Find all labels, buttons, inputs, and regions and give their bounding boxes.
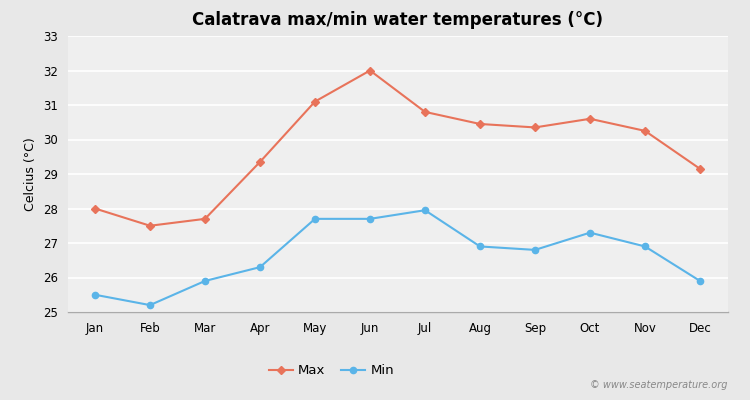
Min <box>91 292 100 297</box>
Min <box>200 278 209 283</box>
Min <box>530 248 539 252</box>
Max <box>310 99 320 104</box>
Min <box>310 216 320 221</box>
Max <box>695 166 704 171</box>
Legend: Max, Min: Max, Min <box>264 359 399 383</box>
Max <box>640 128 650 133</box>
Max <box>530 125 539 130</box>
Min <box>695 278 704 283</box>
Min <box>476 244 484 249</box>
Min <box>256 265 265 270</box>
Y-axis label: Celcius (°C): Celcius (°C) <box>24 137 38 211</box>
Min <box>365 216 374 221</box>
Min <box>146 303 154 308</box>
Max <box>91 206 100 211</box>
Max <box>146 223 154 228</box>
Title: Calatrava max/min water temperatures (°C): Calatrava max/min water temperatures (°C… <box>192 11 603 29</box>
Max <box>256 160 265 164</box>
Min <box>421 208 430 213</box>
Max <box>421 110 430 114</box>
Min <box>586 230 595 235</box>
Max <box>365 68 374 73</box>
Line: Max: Max <box>92 67 704 229</box>
Line: Min: Min <box>92 207 704 308</box>
Max <box>476 122 484 126</box>
Max <box>586 116 595 121</box>
Max <box>200 216 209 221</box>
Min <box>640 244 650 249</box>
Text: © www.seatemperature.org: © www.seatemperature.org <box>590 380 728 390</box>
